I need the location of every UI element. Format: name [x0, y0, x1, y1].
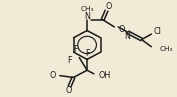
Text: F: F: [73, 45, 78, 54]
Text: O: O: [118, 25, 125, 34]
Text: O: O: [105, 2, 112, 11]
Text: Cl: Cl: [153, 27, 161, 36]
Text: CH₃: CH₃: [80, 6, 94, 12]
Text: N: N: [84, 12, 90, 21]
Text: N: N: [124, 32, 130, 41]
Text: F: F: [85, 49, 89, 58]
Text: O: O: [65, 87, 72, 95]
Text: CH₃: CH₃: [159, 46, 173, 52]
Text: OH: OH: [99, 71, 111, 80]
Text: F: F: [67, 56, 72, 65]
Text: O: O: [50, 71, 56, 80]
